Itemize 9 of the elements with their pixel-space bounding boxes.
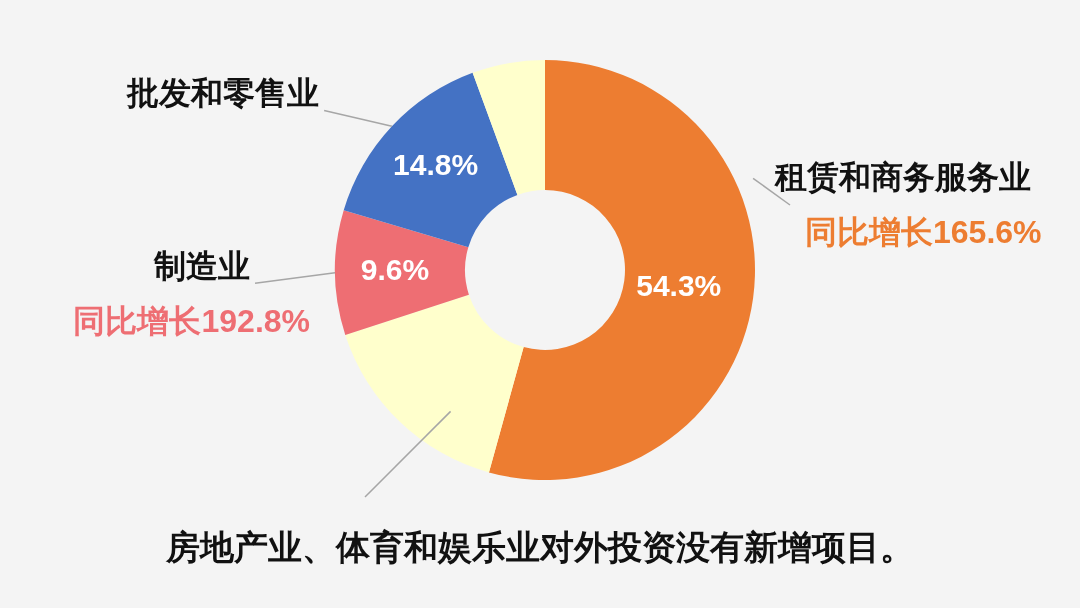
text: 同比增长165.6% (805, 214, 1042, 251)
text: 房地产业、体育和娱乐业对外投资没有新增项目。 (165, 527, 914, 566)
slice-label: 租赁和商务服务业 (774, 159, 1031, 196)
slice-label: 批发和零售业 (126, 74, 320, 111)
text: 同比增长192.8% (73, 302, 311, 339)
data-label: 9.6% (360, 252, 430, 286)
slice-label: 制造业 (153, 247, 251, 284)
data-label: 14.8% (393, 148, 479, 182)
data-label: 54.3% (636, 269, 722, 303)
